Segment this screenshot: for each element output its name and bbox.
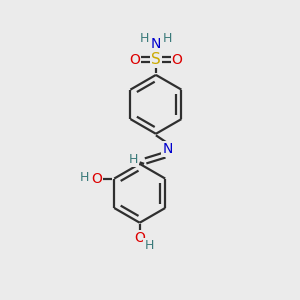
Text: H: H [163, 32, 172, 46]
Text: H: H [140, 32, 149, 46]
Text: O: O [134, 231, 145, 245]
Text: H: H [144, 239, 154, 252]
Text: O: O [129, 52, 140, 67]
Text: N: N [163, 142, 173, 156]
Text: H: H [80, 171, 89, 184]
Text: O: O [91, 172, 102, 186]
Text: O: O [172, 52, 182, 67]
Text: H: H [129, 153, 139, 166]
Text: S: S [151, 52, 161, 67]
Text: N: N [151, 37, 161, 51]
